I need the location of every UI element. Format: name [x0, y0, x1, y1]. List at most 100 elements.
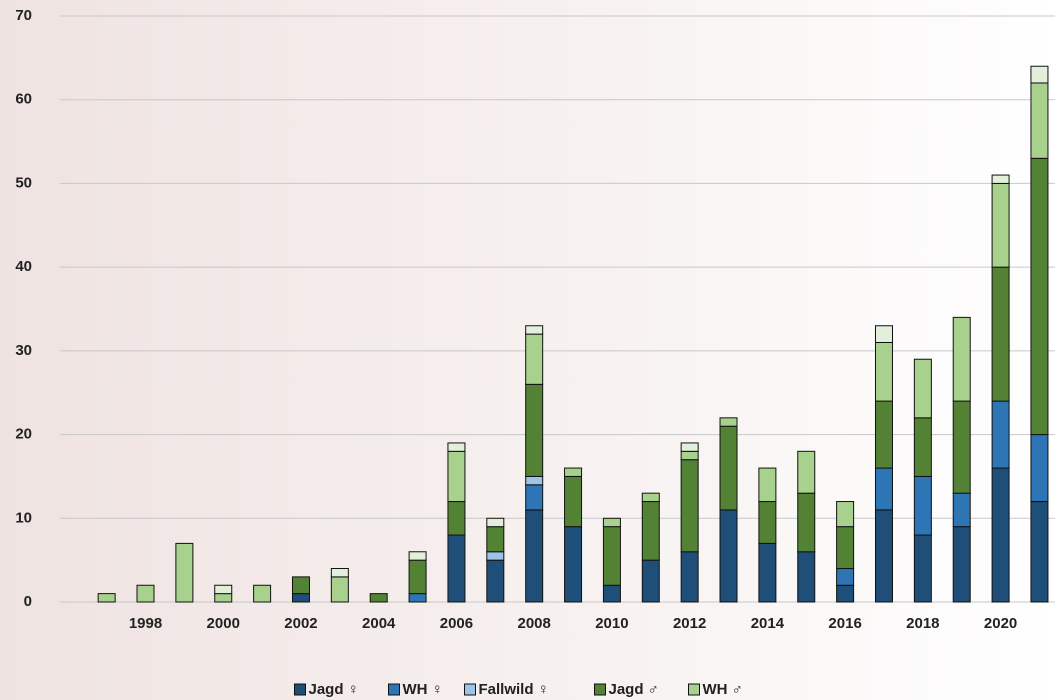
y-tick-label: 70: [15, 7, 32, 24]
bar-segment: [680, 551, 699, 603]
bar-segment: [602, 526, 621, 586]
bar-segment: [525, 509, 544, 603]
bar-segment: [680, 442, 699, 452]
bar-segment: [719, 509, 738, 603]
y-tick-label: 50: [15, 174, 32, 191]
x-tick-label: 2014: [751, 615, 785, 632]
bar-segment: [836, 501, 855, 528]
bar-segment: [758, 467, 777, 503]
bar-segment: [952, 526, 971, 603]
bar-segment: [1030, 434, 1049, 503]
bar-segment: [447, 534, 466, 603]
bar-segment: [447, 442, 466, 452]
x-tick-label: 2010: [595, 615, 628, 632]
bar-segment: [952, 316, 971, 402]
bar-segment: [564, 467, 583, 477]
x-tick-label: 1998: [129, 615, 162, 632]
bar-segment: [719, 417, 738, 427]
x-tick-label: 2002: [284, 615, 317, 632]
bar-segment: [253, 584, 272, 603]
y-tick-label: 20: [15, 426, 32, 443]
x-tick-label: 2020: [984, 615, 1017, 632]
bar-segment: [486, 526, 505, 553]
y-tick-label: 10: [15, 509, 32, 526]
bar-segment: [836, 568, 855, 586]
bar-segment: [330, 576, 349, 603]
x-tick-label: 2006: [440, 615, 473, 632]
bar-segment: [758, 501, 777, 544]
y-tick-label: 0: [24, 593, 32, 610]
legend-label: Jagd ♂: [609, 681, 659, 698]
bar-segment: [680, 450, 699, 461]
bar-segment: [486, 517, 505, 528]
bar-segment: [641, 501, 660, 561]
legend-label: Jagd ♀: [309, 681, 359, 698]
bar-segment: [991, 174, 1010, 184]
bar-segment: [525, 475, 544, 486]
bar-segment: [330, 568, 349, 578]
bar-segment: [1030, 65, 1049, 84]
bar-segment: [408, 559, 427, 595]
bar-segment: [874, 467, 893, 511]
bar-segment: [486, 559, 505, 603]
bar-segment: [874, 509, 893, 603]
bar-segment: [369, 593, 388, 603]
bar-segment: [1030, 157, 1049, 436]
legend-label: Fallwild ♀: [479, 681, 549, 698]
bar-segment: [913, 417, 932, 477]
bar-segment: [564, 526, 583, 603]
bar-segment: [602, 584, 621, 603]
bar-segment: [758, 542, 777, 603]
bar-segment: [991, 182, 1010, 268]
bar-segment: [175, 542, 194, 603]
bar-segment: [874, 400, 893, 469]
bar-segment: [836, 526, 855, 570]
bar-segment: [797, 551, 816, 603]
bar-segment: [136, 584, 155, 603]
bar-segment: [797, 492, 816, 553]
x-tick-label: 2016: [828, 615, 861, 632]
legend-swatch: [594, 683, 606, 696]
bar-segment: [641, 559, 660, 603]
bar-segment: [874, 341, 893, 402]
y-tick-label: 30: [15, 342, 32, 359]
x-tick-label: 2004: [362, 615, 396, 632]
y-tick-label: 60: [15, 91, 32, 108]
bar-segment: [486, 551, 505, 561]
bar-segment: [991, 467, 1010, 603]
bar-segment: [719, 425, 738, 511]
legend-swatch: [388, 683, 400, 696]
bar-segment: [641, 492, 660, 503]
legend-swatch: [464, 683, 476, 696]
bar-segment: [291, 576, 310, 595]
bar-segment: [291, 593, 310, 603]
bar-segment: [525, 484, 544, 511]
bar-segment: [214, 593, 233, 603]
bar-segment: [408, 551, 427, 561]
legend-swatch: [294, 683, 306, 696]
bar-segment: [913, 358, 932, 419]
y-tick-label: 40: [15, 258, 32, 275]
bar-segment: [447, 501, 466, 536]
bar-segment: [525, 383, 544, 477]
legend-label: WH ♂: [703, 681, 743, 698]
bar-segment: [525, 333, 544, 385]
bar-segment: [525, 325, 544, 335]
bar-segment: [913, 475, 932, 536]
bar-segment: [602, 517, 621, 528]
legend-swatch: [688, 683, 700, 696]
bar-segment: [97, 593, 116, 603]
bar-segment: [1030, 501, 1049, 603]
x-tick-label: 2008: [517, 615, 550, 632]
bar-segment: [991, 400, 1010, 469]
bar-segment: [447, 450, 466, 503]
bar-segment: [991, 266, 1010, 402]
bar-segment: [214, 584, 233, 595]
x-tick-label: 2012: [673, 615, 706, 632]
bar-segment: [952, 400, 971, 494]
bar-segment: [874, 325, 893, 343]
bar-segment: [408, 593, 427, 603]
bar-segment: [952, 492, 971, 528]
bar-segment: [680, 459, 699, 553]
